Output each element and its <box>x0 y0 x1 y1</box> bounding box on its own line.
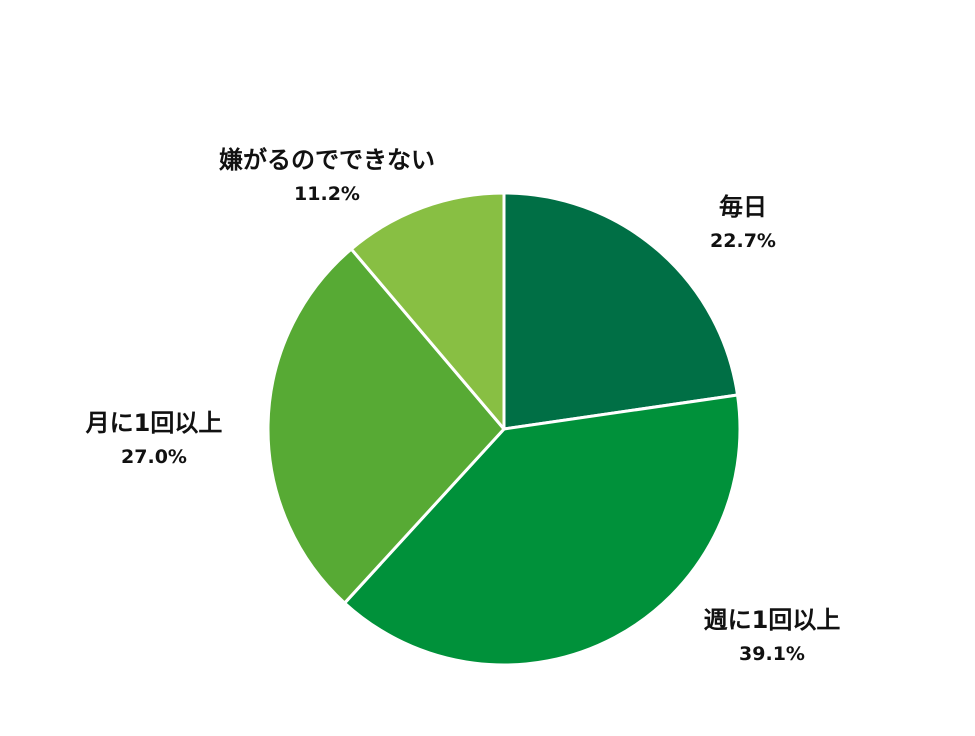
slice-label-daily: 毎日 <box>719 193 767 221</box>
slice-label-cannot: 嫌がるのでできない <box>219 146 435 174</box>
slice-value-monthly: 27.0% <box>121 446 187 468</box>
data-label-cannot: 嫌がるのでできない 11.2% <box>219 146 435 205</box>
slice-label-monthly: 月に1回以上 <box>85 409 223 437</box>
slice-value-weekly: 39.1% <box>739 643 805 665</box>
pie-slice-weekly <box>343 393 742 667</box>
data-label-monthly: 月に1回以上 27.0% <box>85 409 223 468</box>
pie-slice-monthly <box>266 247 506 605</box>
pie-slices <box>266 191 742 667</box>
slice-value-daily: 22.7% <box>710 230 776 252</box>
pie-slice-cannot <box>349 191 506 431</box>
data-label-daily: 毎日 22.7% <box>710 193 776 252</box>
slice-value-cannot: 11.2% <box>294 183 360 205</box>
pie-slice-daily <box>502 191 740 431</box>
data-label-weekly: 週に1回以上 39.1% <box>704 606 841 665</box>
slice-label-weekly: 週に1回以上 <box>704 606 841 634</box>
